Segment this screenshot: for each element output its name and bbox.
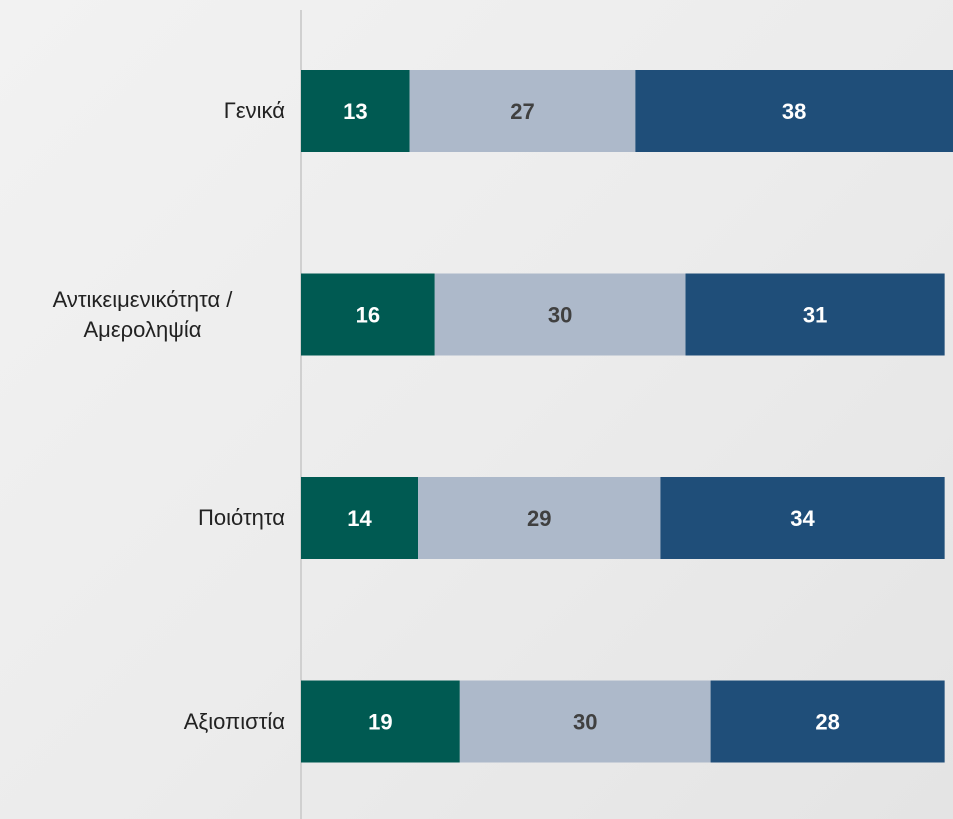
value-label: 16 <box>356 302 380 327</box>
bar-segment <box>301 680 460 763</box>
bar-segment <box>660 477 945 559</box>
value-label: 19 <box>368 709 392 734</box>
value-label: 13 <box>343 99 367 124</box>
value-label: 38 <box>782 99 806 124</box>
value-label: 31 <box>803 302 827 327</box>
value-label: 34 <box>790 506 815 531</box>
value-label: 27 <box>510 99 534 124</box>
value-label: 30 <box>548 302 572 327</box>
bar-segment <box>459 680 711 763</box>
bar-segment <box>409 70 636 152</box>
value-label: 14 <box>347 506 372 531</box>
category-text: Ποιότητα <box>198 505 285 530</box>
bar-segment <box>418 477 661 559</box>
bar-segment <box>301 70 410 152</box>
bar-segment <box>301 477 419 559</box>
value-label: 28 <box>815 709 839 734</box>
value-label: 29 <box>527 506 551 531</box>
category-label: Ποιότητα <box>0 473 285 563</box>
category-text: Αντικειμενικότητα / Αμεροληψία <box>52 286 233 342</box>
bar-segment <box>635 70 953 152</box>
category-label: Αντικειμενικότητα / Αμεροληψία <box>0 270 285 360</box>
category-text: Γενικά <box>223 98 285 123</box>
category-label: Αξιοπιστία <box>0 677 285 767</box>
bar-segment <box>685 273 945 356</box>
category-text: Αξιοπιστία <box>183 708 285 734</box>
bar-segment <box>434 273 686 356</box>
bar-segment <box>301 273 435 356</box>
value-label: 30 <box>573 709 597 734</box>
category-label: Γενικά <box>0 66 285 156</box>
bar-segment <box>710 680 945 763</box>
